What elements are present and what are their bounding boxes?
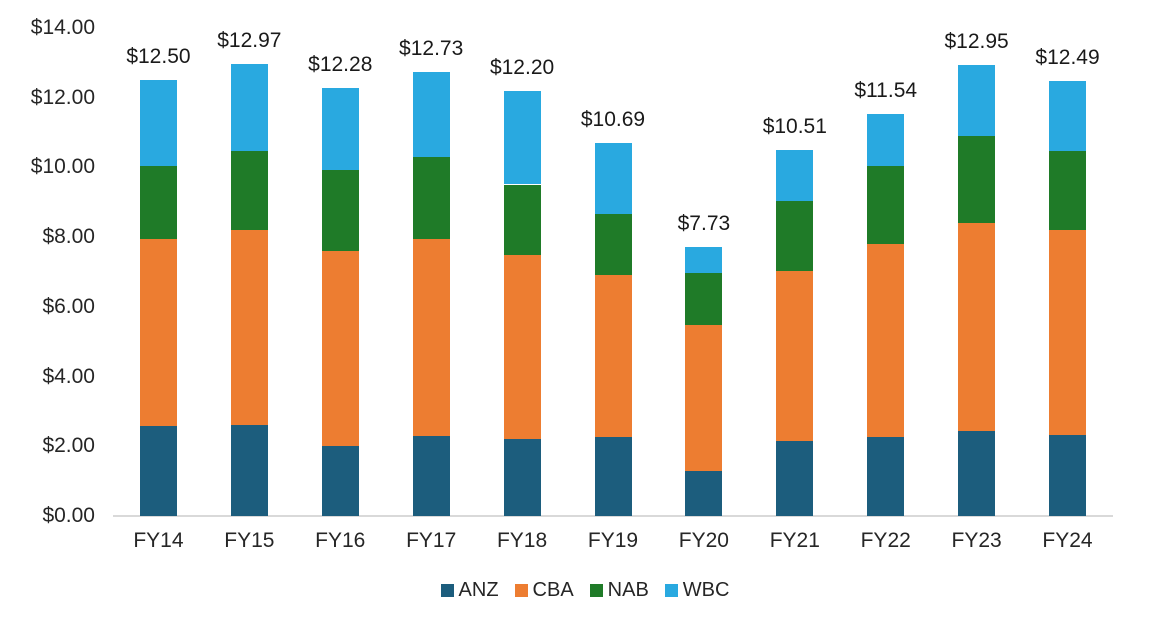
bar-segment-nab (412, 157, 450, 239)
bar-total-label: $7.73 (677, 211, 731, 235)
bar-segment-anz (412, 436, 450, 516)
bar-segment-cba (321, 250, 359, 446)
bar-segment-cba (139, 238, 177, 426)
bar-segment-wbc (685, 246, 723, 274)
x-tick-label: FY14 (133, 529, 184, 552)
y-tick-label: $2.00 (42, 434, 95, 458)
bar-total-label: $10.51 (762, 114, 827, 138)
y-tick-label: $6.00 (42, 294, 95, 318)
x-tick-label: FY23 (951, 529, 1002, 552)
bar-total-label: $12.97 (217, 28, 282, 52)
bar-segment-cba (867, 243, 905, 437)
legend-swatch-icon (664, 584, 678, 597)
x-tick-label: FY17 (406, 529, 457, 552)
x-tick-label: FY19 (587, 529, 639, 552)
bar-segment-nab (230, 150, 268, 231)
bar-segment-anz (594, 436, 632, 516)
legend-swatch-icon (440, 584, 454, 597)
y-tick-label: $8.00 (42, 225, 95, 249)
bar-total-label: $12.20 (489, 55, 555, 79)
x-tick-label: FY16 (315, 529, 366, 552)
legend-label: NAB (607, 579, 649, 601)
x-tick-label: FY22 (860, 529, 911, 552)
legend-label: CBA (532, 579, 574, 601)
x-tick-label: FY24 (1042, 529, 1093, 552)
x-tick-label: FY21 (769, 529, 820, 552)
bar-segment-wbc (867, 113, 905, 166)
bar-segment-cba (1049, 229, 1087, 436)
bar-segment-nab (776, 200, 814, 271)
bar-segment-wbc (776, 149, 814, 201)
bar-segment-cba (230, 230, 268, 426)
x-axis-line (113, 515, 1113, 517)
bar-segment-anz (867, 436, 905, 516)
y-tick-label: $12.00 (30, 85, 95, 109)
bar-segment-anz (321, 445, 359, 516)
bar-segment-cba (685, 324, 723, 471)
legend-item-wbc: WBC (664, 579, 730, 602)
bar-total-label: $12.95 (944, 29, 1009, 53)
bar-segment-cba (776, 270, 814, 442)
legend-item-anz: ANZ (440, 579, 499, 602)
bar-total-label: $12.28 (308, 52, 373, 76)
bar-segment-nab (503, 184, 541, 255)
bar-total-label: $11.54 (854, 78, 918, 102)
bar-segment-wbc (321, 87, 359, 170)
bar-segment-nab (685, 273, 723, 325)
legend: ANZ CBA NAB WBC (0, 579, 1170, 602)
bar-segment-cba (412, 238, 450, 437)
y-tick-label: $14.00 (30, 16, 95, 39)
bar-total-label: $10.69 (580, 108, 646, 132)
bar-segment-anz (958, 430, 996, 516)
legend-swatch-icon (589, 584, 603, 597)
y-tick-label: $10.00 (30, 155, 95, 179)
bar-segment-cba (594, 275, 632, 437)
bar-segment-nab (321, 169, 359, 251)
legend-label: ANZ (458, 579, 499, 601)
bar-segment-wbc (139, 80, 177, 166)
bar-segment-wbc (594, 143, 632, 214)
bar-segment-wbc (230, 63, 268, 151)
bar-segment-cba (958, 222, 996, 431)
bar-segment-nab (139, 165, 177, 239)
bar-total-label: $12.49 (1035, 45, 1100, 69)
bar-segment-nab (958, 136, 996, 223)
bar-total-label: $12.50 (126, 45, 191, 69)
bar-segment-anz (685, 470, 723, 516)
bar-segment-cba (503, 254, 541, 440)
bar-segment-nab (867, 165, 905, 244)
bar-segment-wbc (1049, 80, 1087, 152)
x-tick-label: FY15 (224, 529, 275, 552)
legend-label: WBC (682, 579, 730, 601)
legend-item-nab: NAB (589, 579, 649, 602)
y-tick-label: $0.00 (42, 504, 95, 527)
legend-item-cba: CBA (514, 579, 574, 602)
bar-segment-nab (594, 213, 632, 276)
bar-segment-anz (1049, 435, 1087, 516)
y-tick-label: $4.00 (42, 364, 95, 388)
legend-swatch-icon (514, 584, 528, 597)
bar-segment-wbc (958, 64, 996, 137)
bar-segment-wbc (503, 90, 541, 185)
bar-segment-nab (1049, 151, 1087, 230)
bar-segment-anz (776, 441, 814, 516)
bar-segment-wbc (412, 72, 450, 158)
x-tick-label: FY20 (678, 529, 729, 552)
x-tick-label: FY18 (496, 529, 548, 552)
bar-segment-anz (139, 425, 177, 516)
bar-segment-anz (230, 425, 268, 516)
bar-total-label: $12.73 (399, 37, 464, 61)
bar-segment-anz (503, 439, 541, 516)
